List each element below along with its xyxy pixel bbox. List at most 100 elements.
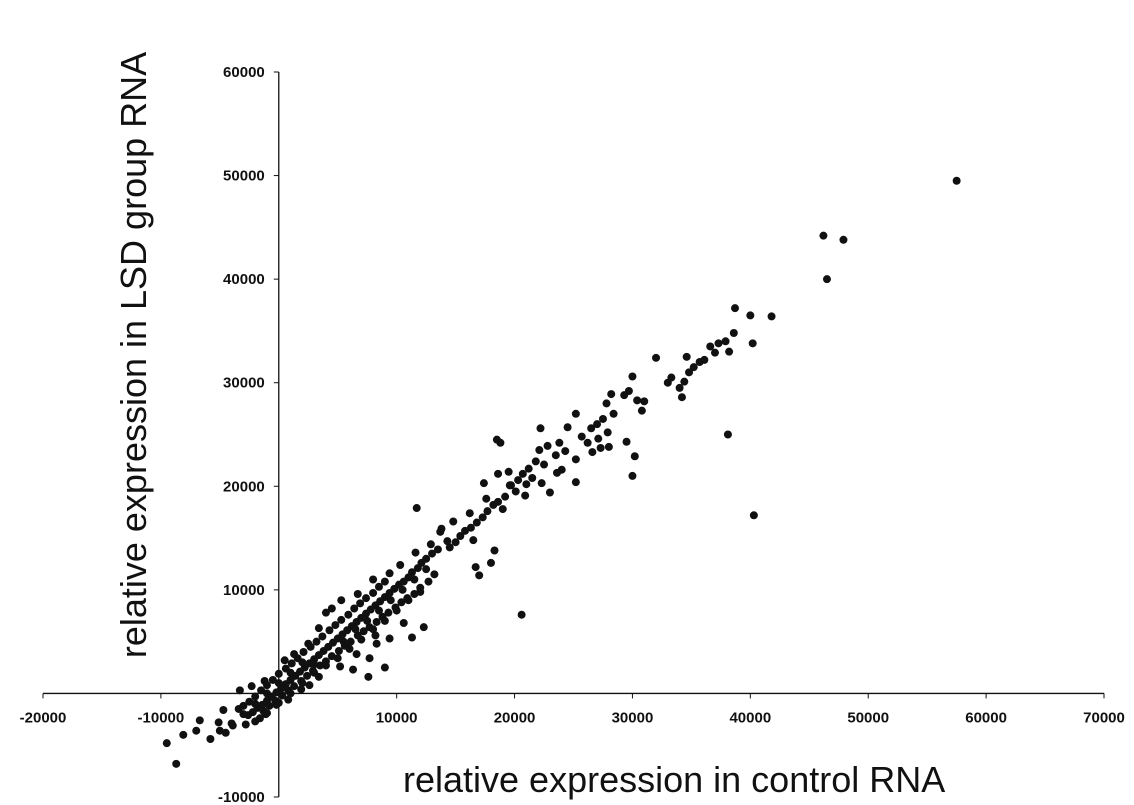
data-point: [299, 648, 308, 656]
data-point: [235, 686, 244, 695]
data-point: [475, 571, 484, 580]
data-point: [479, 479, 488, 488]
data-point: [604, 442, 613, 451]
data-point: [162, 739, 171, 748]
data-point: [336, 662, 345, 671]
data-point: [620, 391, 629, 400]
data-point: [352, 650, 361, 659]
data-point: [411, 548, 420, 557]
data-point: [327, 604, 336, 613]
data-point: [501, 492, 510, 501]
y-tick-label: 60000: [223, 64, 265, 81]
data-point: [219, 706, 228, 714]
data-point: [551, 451, 560, 460]
data-point: [466, 523, 475, 532]
data-point: [430, 570, 439, 579]
data-point: [287, 659, 296, 668]
data-point: [274, 679, 283, 688]
data-point: [386, 596, 395, 605]
data-point: [412, 504, 421, 513]
data-point: [195, 716, 204, 725]
data-point: [374, 606, 383, 615]
data-point: [268, 675, 277, 684]
data-point: [372, 639, 381, 648]
data-point: [365, 654, 374, 663]
data-point: [461, 526, 470, 535]
data-point: [637, 406, 646, 415]
data-point: [588, 448, 597, 457]
data-point: [349, 665, 358, 674]
data-point: [396, 561, 405, 569]
data-point: [286, 689, 295, 698]
data-point: [262, 709, 271, 718]
data-point: [345, 644, 354, 653]
data-point: [483, 507, 492, 516]
data-point: [298, 658, 307, 667]
data-point: [384, 608, 393, 617]
x-tick-label: 20000: [494, 709, 536, 726]
data-point: [511, 487, 520, 496]
data-point: [478, 513, 487, 522]
data-point: [172, 759, 181, 768]
data-point: [594, 434, 603, 443]
data-point: [522, 480, 531, 489]
data-point: [598, 414, 607, 423]
data-point: [537, 479, 546, 488]
y-tick-label: 30000: [223, 375, 265, 392]
data-point: [312, 637, 321, 646]
data-point: [356, 599, 365, 608]
data-point: [371, 631, 380, 640]
data-point: [404, 596, 413, 605]
data-point: [528, 474, 537, 482]
data-point: [286, 668, 295, 677]
y-tick-label: 20000: [223, 478, 265, 495]
x-tick-label: 60000: [965, 709, 1007, 726]
data-point: [609, 409, 618, 418]
data-point: [652, 353, 661, 362]
data-point: [239, 710, 248, 719]
data-point: [514, 476, 523, 485]
data-point: [304, 639, 313, 648]
data-point: [524, 464, 533, 473]
data-point: [504, 467, 513, 476]
data-point: [486, 558, 495, 567]
data-point: [314, 624, 323, 633]
data-point: [407, 633, 416, 642]
y-tick-group: -10000 10000 20000 30000 40000 50000 60000: [218, 64, 279, 805]
data-point: [359, 627, 368, 636]
data-point: [710, 348, 719, 357]
data-point: [369, 625, 378, 634]
data-point: [214, 718, 223, 727]
data-point: [422, 565, 431, 574]
data-point: [723, 430, 732, 439]
data-point: [290, 650, 299, 659]
data-point: [274, 698, 283, 707]
data-point: [721, 337, 730, 346]
y-tick-label: 50000: [223, 168, 265, 185]
data-point: [746, 311, 755, 320]
data-point: [543, 441, 552, 450]
data-point: [428, 549, 437, 558]
data-point: [392, 606, 401, 615]
data-point: [571, 478, 580, 487]
data-point: [563, 423, 572, 432]
data-point: [247, 682, 256, 691]
data-point: [603, 428, 612, 437]
data-point: [380, 663, 389, 672]
data-point: [318, 632, 327, 641]
data-point: [424, 577, 433, 586]
data-point: [602, 399, 611, 408]
data-point: [398, 585, 407, 594]
data-point: [505, 481, 514, 490]
data-point: [362, 594, 371, 603]
data-point: [380, 616, 389, 625]
data-point: [416, 587, 425, 596]
data-point: [413, 564, 422, 573]
data-point: [640, 397, 649, 406]
data-point: [192, 726, 201, 735]
data-point: [685, 368, 694, 377]
data-point: [346, 637, 355, 646]
data-point: [517, 610, 526, 619]
data-point: [262, 689, 271, 698]
